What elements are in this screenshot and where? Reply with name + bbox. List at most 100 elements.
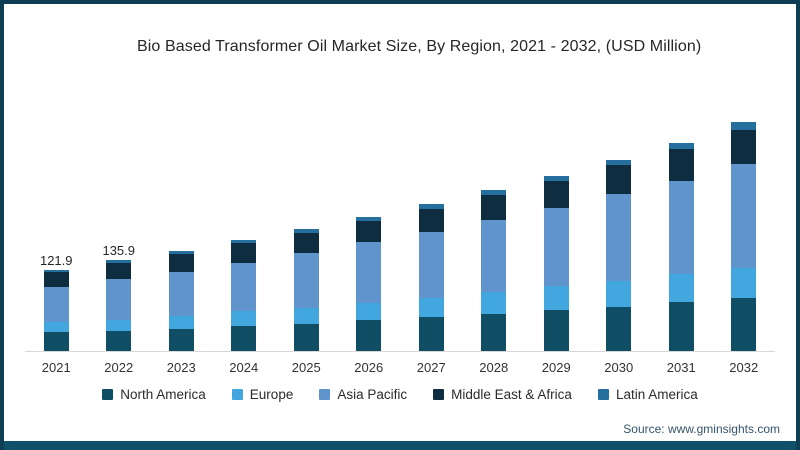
segment-europe-2031	[668, 274, 694, 302]
x-tick-2029: 2029	[541, 360, 571, 375]
segment-europe-2028	[481, 292, 507, 315]
bar-stack-2030	[606, 159, 632, 351]
bar-stack-2029	[543, 176, 569, 351]
x-tick-2027: 2027	[416, 360, 446, 375]
segment-asia-pacific-2028	[481, 220, 507, 293]
legend-item-latin-america: Latin America	[597, 387, 698, 402]
segment-latin-america-2026	[356, 216, 382, 221]
segment-middle-east-africa-2031	[668, 148, 694, 181]
bar-value-label-2022: 135.9	[102, 243, 136, 259]
x-tick-2030: 2030	[604, 360, 634, 375]
bar-group-2029	[525, 111, 588, 351]
segment-north-america-2031	[668, 301, 694, 351]
segment-north-america-2032	[731, 298, 757, 351]
segment-middle-east-africa-2022	[106, 263, 132, 280]
x-tick-2032: 2032	[729, 360, 759, 375]
segment-asia-pacific-2027	[418, 232, 444, 298]
segment-europe-2026	[356, 302, 382, 321]
segment-europe-2027	[418, 297, 444, 318]
legend-label: Asia Pacific	[337, 387, 408, 402]
segment-latin-america-2031	[668, 143, 694, 149]
legend-swatch-icon	[319, 389, 331, 400]
segment-north-america-2027	[418, 317, 444, 351]
bar-group-2032	[713, 111, 776, 351]
segment-asia-pacific-2031	[668, 180, 694, 275]
segment-europe-2032	[731, 267, 757, 299]
bottom-accent-bar	[4, 441, 796, 450]
segment-asia-pacific-2030	[606, 193, 632, 282]
segment-middle-east-africa-2029	[543, 180, 569, 208]
segment-latin-america-2028	[481, 189, 507, 195]
segment-middle-east-africa-2030	[606, 164, 632, 194]
segment-north-america-2028	[481, 314, 507, 351]
bar-group-2028	[463, 111, 526, 351]
segment-europe-2022	[106, 319, 132, 331]
x-tick-2031: 2031	[666, 360, 696, 375]
segment-asia-pacific-2021	[43, 286, 69, 322]
bar-stack-2023	[168, 251, 194, 351]
segment-asia-pacific-2026	[356, 242, 382, 303]
bar-group-2026	[338, 111, 401, 351]
segment-north-america-2030	[606, 306, 632, 351]
x-tick-2026: 2026	[354, 360, 384, 375]
x-tick-2022: 2022	[104, 360, 134, 375]
segment-asia-pacific-2029	[543, 207, 569, 287]
segment-asia-pacific-2022	[106, 279, 132, 320]
segment-latin-america-2030	[606, 159, 632, 165]
source-text: Source: www.gminsights.com	[623, 422, 780, 436]
legend-label: Europe	[249, 387, 294, 402]
x-tick-2023: 2023	[166, 360, 196, 375]
bar-value-label-2021: 121.9	[39, 252, 73, 268]
legend-label: North America	[120, 387, 206, 402]
segment-north-america-2022	[106, 330, 132, 351]
segment-europe-2030	[606, 281, 632, 307]
segment-middle-east-africa-2024	[231, 243, 257, 263]
bar-group-2024	[213, 111, 276, 351]
segment-latin-america-2021	[43, 269, 69, 272]
legend-swatch-icon	[231, 389, 243, 400]
segment-europe-2029	[543, 286, 569, 311]
bar-stack-2031	[668, 143, 694, 351]
legend: North America Europe Asia Pacific Middle Ea…	[4, 387, 796, 402]
segment-europe-2023	[168, 316, 194, 329]
bar-group-2027	[400, 111, 463, 351]
segment-middle-east-africa-2023	[168, 254, 194, 272]
segment-europe-2025	[293, 307, 319, 324]
legend-label: Middle East & Africa	[451, 387, 572, 402]
bar-stack-2021	[43, 269, 69, 351]
legend-item-middle-east-africa: Middle East & Africa	[433, 387, 572, 402]
x-tick-2024: 2024	[229, 360, 259, 375]
bar-group-2031	[650, 111, 713, 351]
segment-latin-america-2023	[168, 251, 194, 255]
bar-stack-2027	[418, 204, 444, 351]
bar-group-2030	[588, 111, 651, 351]
plot-area: 121.9 135.9	[25, 111, 775, 352]
legend-swatch-icon	[433, 389, 445, 400]
segment-asia-pacific-2025	[293, 253, 319, 308]
segment-latin-america-2024	[231, 239, 257, 244]
segment-middle-east-africa-2028	[481, 194, 507, 221]
legend-swatch-icon	[102, 389, 114, 400]
segment-middle-east-africa-2032	[731, 130, 757, 165]
segment-north-america-2029	[543, 310, 569, 351]
segment-latin-america-2022	[106, 260, 132, 264]
x-tick-2028: 2028	[479, 360, 509, 375]
segment-middle-east-africa-2026	[356, 220, 382, 243]
legend-swatch-icon	[597, 389, 609, 400]
segment-north-america-2021	[43, 331, 69, 351]
segment-latin-america-2027	[418, 204, 444, 209]
segment-europe-2024	[231, 311, 257, 327]
segment-latin-america-2025	[293, 228, 319, 233]
stacked-bar-chart: 121.9 135.9 2021 2022 2023 2024 2025 2026 2027 2…	[25, 111, 775, 375]
bar-stack-2022	[106, 260, 132, 351]
segment-europe-2021	[43, 321, 69, 332]
bar-group-2022: 135.9	[88, 111, 151, 351]
segment-north-america-2023	[168, 328, 194, 351]
segment-middle-east-africa-2025	[293, 232, 319, 254]
segment-latin-america-2029	[543, 176, 569, 181]
legend-label: Latin America	[615, 387, 698, 402]
segment-middle-east-africa-2027	[418, 208, 444, 233]
segment-latin-america-2032	[731, 122, 757, 131]
bar-stack-2024	[231, 239, 257, 351]
